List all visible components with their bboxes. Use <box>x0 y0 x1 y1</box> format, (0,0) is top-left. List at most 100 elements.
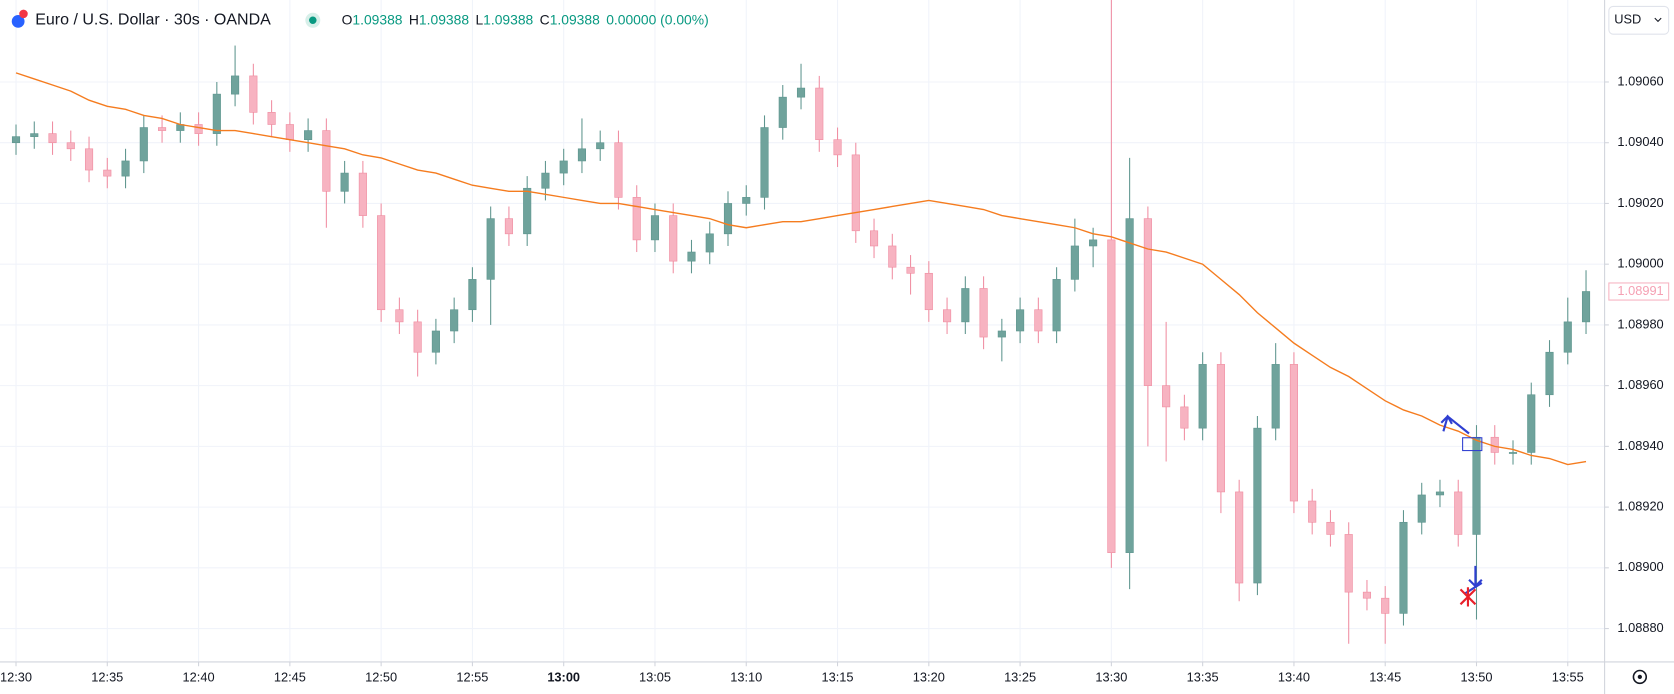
currency-label[interactable]: USD <box>1614 12 1641 27</box>
y-tick-label: 1.08980 <box>1617 316 1663 331</box>
last-price-tag <box>1608 282 1670 301</box>
candle-body <box>1344 534 1353 593</box>
candle-body <box>48 133 57 144</box>
y-tick-label: 1.08920 <box>1617 498 1663 513</box>
candle-body <box>1508 452 1518 454</box>
candle-body <box>1527 394 1536 453</box>
candle-body <box>833 139 842 156</box>
header: Euro / U.S. Dollar · 30s · OANDA O1.0938… <box>11 9 709 29</box>
candle-body <box>1381 597 1390 614</box>
candle-body <box>541 172 550 189</box>
candle-body <box>669 215 678 262</box>
currency-button[interactable] <box>1608 5 1670 35</box>
candle-body <box>212 93 221 134</box>
candle-body <box>1399 521 1408 614</box>
y-tick-label: 1.08960 <box>1617 377 1663 392</box>
x-tick-label: 12:55 <box>456 669 488 684</box>
candle-body <box>340 172 349 192</box>
candle-body <box>943 309 952 323</box>
symbol-title[interactable]: Euro / U.S. Dollar · 30s · OANDA <box>35 12 271 29</box>
candle-body <box>1253 427 1262 584</box>
ohlc-value: 1.09388 <box>352 11 402 27</box>
drawings <box>1440 414 1483 607</box>
x-tick-label: 13:25 <box>1004 669 1036 684</box>
x-tick-label: 13:45 <box>1369 669 1401 684</box>
candle-body <box>11 136 21 144</box>
candle-body <box>431 330 440 353</box>
y-tick-label: 1.08880 <box>1617 620 1663 635</box>
candle-body <box>1563 321 1572 353</box>
candle-body <box>1235 491 1244 584</box>
candle-body <box>66 142 75 150</box>
candle-body <box>1435 491 1445 496</box>
symbol-icon-flag <box>19 9 28 19</box>
candle-body <box>377 215 386 311</box>
y-tick-label: 1.08900 <box>1617 559 1663 574</box>
candle-body <box>1070 245 1079 280</box>
candle-body <box>614 142 623 198</box>
candle-body <box>1326 521 1335 535</box>
candle-body <box>304 130 313 141</box>
currency-caret <box>1654 17 1662 23</box>
candle-body <box>158 127 167 131</box>
x-tick-label: 12:30 <box>0 669 32 684</box>
candle-body <box>1289 364 1298 502</box>
ohlc-key: L <box>475 11 483 27</box>
candle-body <box>596 142 605 150</box>
x-tick-label: 13:20 <box>913 669 945 684</box>
candle-body <box>1125 218 1134 553</box>
candle-body <box>851 154 860 232</box>
ohlc-value: 1.09388 <box>550 11 600 27</box>
candle-body <box>723 203 733 235</box>
candle-body <box>1180 406 1189 429</box>
candle-body <box>30 133 39 137</box>
candle-body <box>1454 491 1463 535</box>
y-tick-label: 1.08940 <box>1617 438 1663 453</box>
candle-body <box>358 172 367 216</box>
drawn-arrow-up-head <box>1440 414 1453 425</box>
candle-body <box>1016 309 1025 332</box>
candle-body <box>559 160 568 174</box>
y-tick-label: 1.09000 <box>1617 256 1663 271</box>
drawn-star <box>1459 587 1477 607</box>
candle-body <box>650 215 660 241</box>
x-tick-label: 12:35 <box>91 669 123 684</box>
candle-body <box>632 197 641 241</box>
candle-body <box>121 160 130 177</box>
moving-average <box>15 72 1587 466</box>
candle-body <box>906 266 915 274</box>
x-tick-label: 12:50 <box>365 669 397 684</box>
candle-body <box>1472 436 1481 535</box>
settings-icon[interactable] <box>1632 669 1648 685</box>
candle-body <box>194 124 203 134</box>
candle-body <box>84 148 94 171</box>
ohlc-value: 1.09388 <box>483 11 533 27</box>
x-tick-label: 13:30 <box>1095 669 1127 684</box>
x-tick-label: 13:55 <box>1552 669 1584 684</box>
candle-body <box>486 218 495 280</box>
candle-body <box>924 272 933 311</box>
candle-body <box>1034 309 1043 332</box>
candle-body <box>961 288 970 323</box>
candle-body <box>103 169 112 177</box>
settings-icon-center[interactable] <box>1637 674 1642 680</box>
candle-body <box>1162 385 1171 408</box>
candle-body <box>267 112 276 125</box>
candle-body <box>231 75 240 95</box>
candle-body <box>139 127 148 162</box>
candle-body <box>1107 239 1116 553</box>
y-tick-label: 1.09040 <box>1617 134 1663 149</box>
candle-body <box>468 279 477 311</box>
y-tick-label: 1.09060 <box>1617 73 1663 88</box>
candle-body <box>1362 591 1372 599</box>
candle-body <box>760 127 769 198</box>
settings-button[interactable] <box>1632 669 1648 685</box>
symbol-icon <box>11 14 25 28</box>
candle-body <box>687 251 696 262</box>
candle-body <box>778 96 787 128</box>
candle-body <box>742 197 751 204</box>
candle-body <box>1089 239 1098 247</box>
candle-body <box>979 288 988 338</box>
